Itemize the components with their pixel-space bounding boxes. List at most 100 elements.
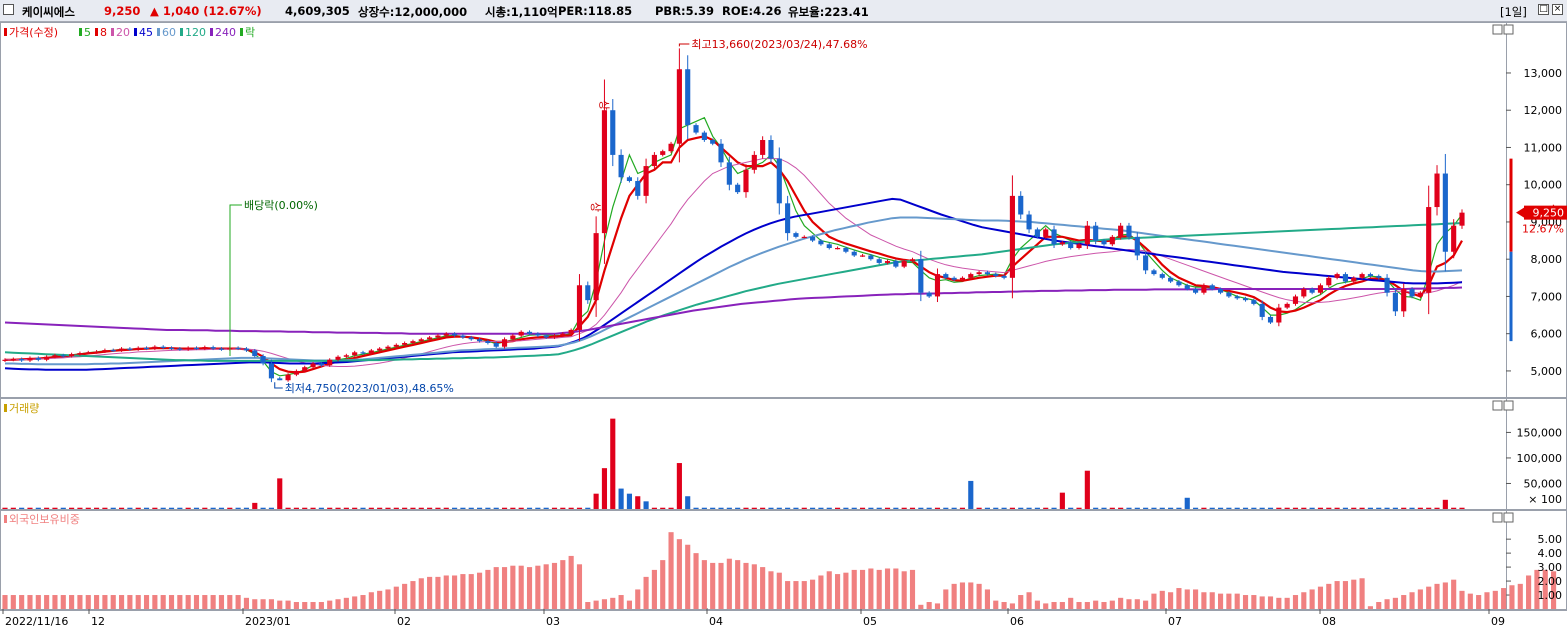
volume-bar (1309, 507, 1315, 509)
volume-bar (1193, 507, 1199, 509)
last-price-label: 9,250 (1533, 207, 1565, 220)
foreign-bar (102, 595, 108, 609)
foreign-bar (52, 595, 58, 609)
listed-shares: 상장수:12,000,000 (358, 5, 468, 19)
checkbox-icon[interactable] (3, 4, 14, 15)
volume-bar (368, 507, 374, 509)
price-y-tick-label: 8,000 (1531, 253, 1563, 266)
candle-body (943, 274, 949, 278)
foreign-bar (1442, 582, 1448, 609)
volume-bar (118, 507, 125, 509)
volume-bar (1376, 507, 1382, 509)
high-marker-line (678, 43, 690, 47)
volume-bar (893, 507, 899, 509)
foreign-bar (1159, 590, 1165, 609)
foreign-bar (976, 583, 982, 609)
volume-bar (793, 507, 799, 509)
trade-volume: 4,609,305 (285, 4, 350, 18)
candle-body (1267, 316, 1274, 323)
volume-bar (60, 507, 66, 509)
volume-bar (485, 507, 491, 509)
candle-body (268, 363, 274, 379)
candle-body (901, 261, 907, 267)
candle-body (543, 335, 549, 338)
volume-bar (44, 507, 50, 509)
foreign-bar (510, 565, 516, 609)
volume-bar (1451, 507, 1457, 509)
foreign-bar (1101, 602, 1107, 609)
upper-limit-mark: 상 (597, 100, 610, 110)
volume-bar (418, 507, 424, 509)
candle-body (135, 347, 141, 350)
candle-body (460, 335, 466, 338)
volume-bar (1084, 470, 1090, 509)
candle-body (360, 352, 366, 354)
candle-body (959, 277, 966, 280)
candle-body (1351, 277, 1357, 282)
volume-bar (726, 507, 732, 509)
volume-bar (618, 488, 624, 509)
volume-bar (601, 468, 608, 509)
volume-bar (327, 507, 333, 509)
volume-bar (10, 507, 16, 509)
foreign-bar (1201, 592, 1207, 609)
foreign-bar (560, 560, 566, 609)
foreign-bar (85, 595, 91, 609)
volume-bar (52, 507, 58, 509)
foreign-bar (127, 595, 133, 609)
foreign-bar (427, 576, 433, 609)
foreign-bar (35, 595, 41, 609)
volume-bar (1426, 507, 1432, 509)
foreign-bar (318, 602, 324, 609)
volume-bar (110, 507, 116, 509)
volume-bar (543, 507, 549, 509)
per-value: PER:118.85 (558, 4, 633, 18)
foreign-bar (1301, 592, 1307, 609)
volume-bar (35, 507, 41, 509)
foreign-bar (743, 562, 749, 609)
foreign-bar (1367, 606, 1373, 609)
candle-body (110, 350, 116, 352)
foreign-bar (1459, 590, 1465, 609)
price-legend-label: 락 (245, 26, 255, 39)
candle-body (601, 110, 608, 234)
volume-bar (193, 507, 200, 509)
candle-body (377, 348, 383, 351)
candle-body (1093, 225, 1099, 241)
close-icon[interactable]: × (1552, 4, 1563, 15)
foreign-bar (368, 592, 374, 609)
restore-icon[interactable]: □ (1538, 4, 1549, 15)
foreign-bar (335, 599, 341, 609)
price-y-tick-label: 11,000 (1524, 141, 1563, 154)
foreign-bar (19, 595, 25, 609)
volume-bar (1367, 507, 1373, 509)
roe-value: ROE:4.26 (722, 4, 782, 18)
foreign-bar (360, 595, 366, 609)
volume-bar (452, 507, 458, 509)
foreign-bar (685, 544, 691, 609)
foreign-bar (593, 600, 599, 609)
candle-body (926, 292, 932, 297)
foreign-bar (535, 565, 541, 609)
candle-body (352, 352, 358, 356)
volume-bar (185, 507, 191, 509)
foreign-bar (402, 583, 408, 609)
panel-maximize-icon (1492, 24, 1503, 35)
candle-body (1084, 225, 1090, 245)
candle-body (418, 339, 424, 342)
candle-body (94, 351, 100, 353)
foreign-bar (385, 589, 391, 609)
foreign-bar (227, 595, 233, 609)
candle-body (1317, 285, 1324, 293)
candle-body (760, 140, 766, 155)
volume-bar (676, 463, 682, 509)
candle-body (868, 255, 874, 260)
volume-bar (718, 507, 724, 509)
candle-body (701, 132, 707, 141)
volume-bar (402, 507, 408, 509)
foreign-bar (618, 595, 624, 609)
volume-bar (243, 507, 250, 509)
x-tick-label: 2022/11/16 (5, 615, 68, 628)
period-selector[interactable]: [1일] (1500, 5, 1527, 19)
price-legend-marker (157, 28, 160, 36)
